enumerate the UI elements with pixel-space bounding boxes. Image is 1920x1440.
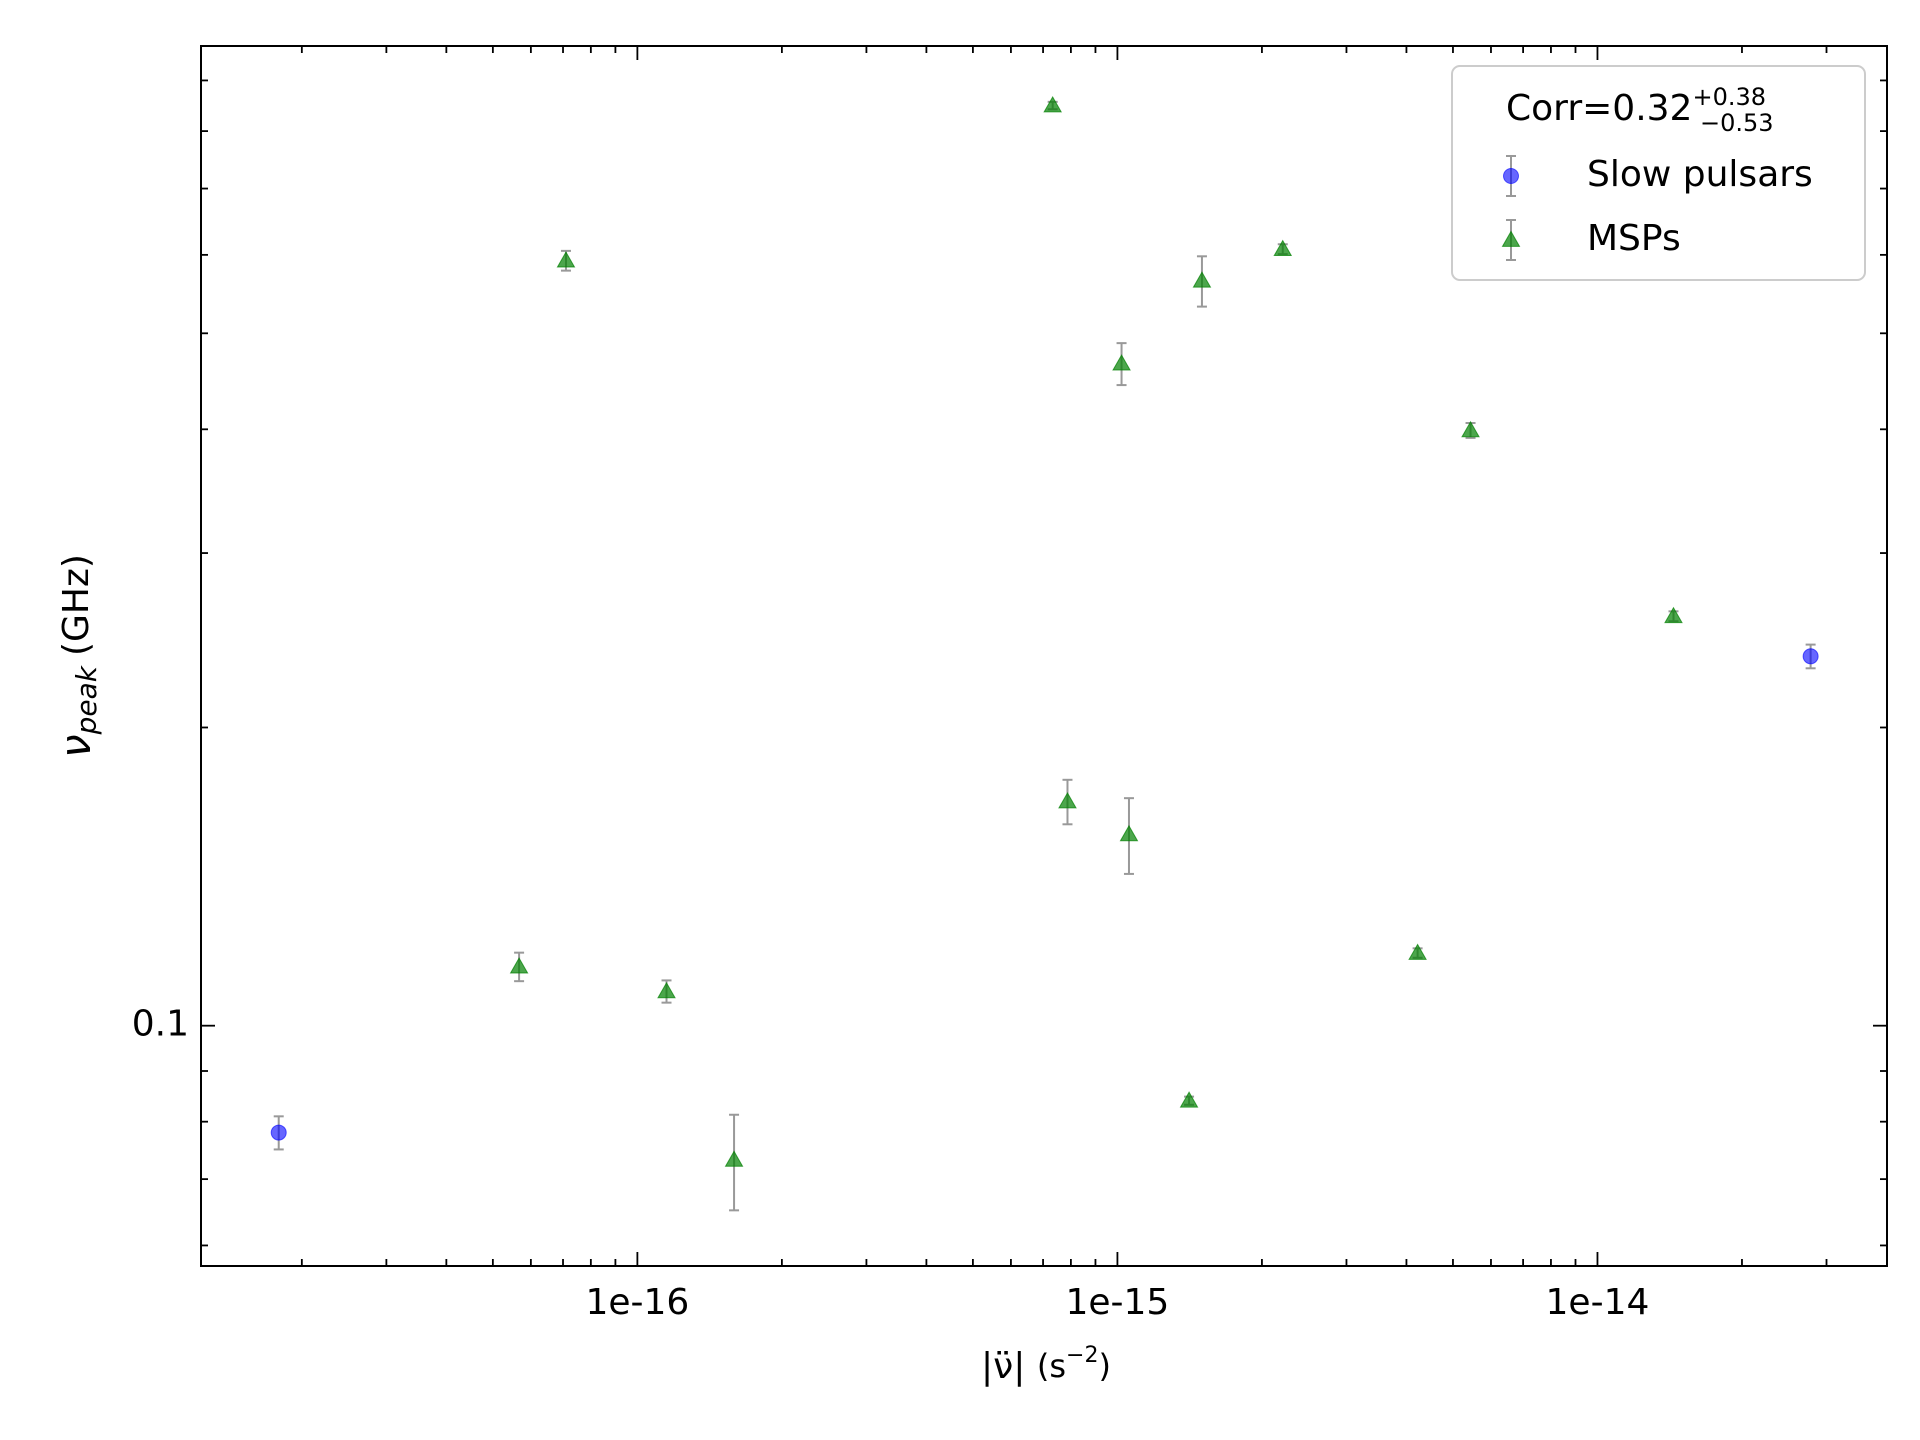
point — [1058, 791, 1077, 809]
x-tick-label: 1e-15 — [1065, 1282, 1169, 1323]
x-label-symbol: |ν̈| — [981, 1346, 1025, 1387]
legend-title-sup: +0.38 — [1692, 83, 1766, 111]
point — [509, 957, 529, 974]
point — [556, 251, 576, 268]
point — [657, 981, 676, 999]
x-tick-label: 1e-16 — [585, 1282, 689, 1323]
point — [1461, 420, 1480, 438]
y-label-subscript: peak — [70, 664, 103, 735]
point — [1112, 354, 1131, 371]
y-axis-label: νpeak (GHz) — [51, 554, 104, 758]
point — [1179, 1091, 1199, 1108]
x-axis-label: |ν̈| (s−2) — [981, 1343, 1111, 1387]
point — [724, 1150, 744, 1167]
x-label-unit: (s — [1037, 1347, 1066, 1385]
legend-title: Corr=0.32+0.38 −0.53 — [1506, 83, 1774, 137]
legend: Corr=0.32+0.38 −0.53 Slow pulsars MSPs — [1451, 65, 1866, 281]
legend-box — [1451, 65, 1866, 281]
legend-label: Slow pulsars — [1587, 154, 1813, 195]
legend-items: Slow pulsars MSPs — [1501, 154, 1813, 261]
legend-marker — [1501, 230, 1521, 247]
point — [1043, 96, 1063, 113]
legend-marker — [1503, 168, 1519, 184]
point — [270, 1124, 287, 1141]
point — [1273, 239, 1293, 257]
point — [1192, 271, 1212, 288]
y-label-unit: (GHz) — [56, 554, 97, 656]
point — [1802, 648, 1819, 665]
legend-title-sub: −0.53 — [1700, 109, 1774, 137]
x-tick-label: 1e-14 — [1546, 1282, 1650, 1323]
y-tick-label: 0.1 — [132, 1004, 189, 1045]
legend-title-text: Corr=0.32 — [1506, 88, 1692, 129]
point — [1408, 943, 1427, 960]
x-label-close: ) — [1098, 1347, 1110, 1385]
axes-frame — [200, 45, 1888, 1267]
point — [1664, 606, 1683, 624]
y-label-symbol: ν — [51, 734, 100, 757]
x-label-exp: −2 — [1066, 1343, 1098, 1368]
point — [1119, 824, 1139, 842]
legend-label: MSPs — [1587, 218, 1681, 259]
plot-area: 1e-16 1e-15 1e-14 0.1 — [132, 46, 1887, 1323]
